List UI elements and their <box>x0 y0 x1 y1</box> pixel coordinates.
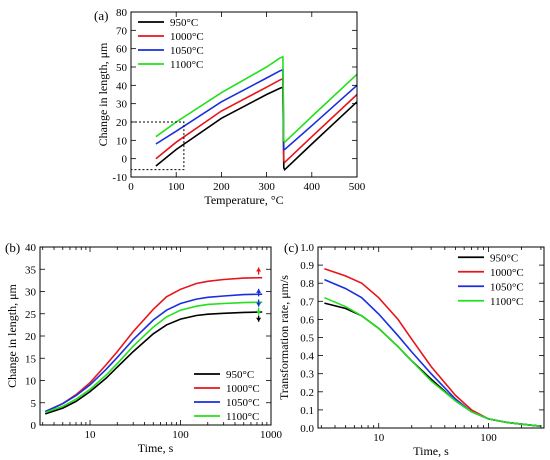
panel-b: 10 100 1000 0 5 10 15 20 25 30 35 40 Time, s Change i… <box>5 240 283 455</box>
y-tick-label: 0 <box>31 420 37 432</box>
y-tick-label: 30 <box>116 99 128 111</box>
legend: 950°C 1000°C 1050°C 1100°C <box>194 369 260 423</box>
x-tick-label: 100 <box>480 432 497 444</box>
y-tick-label: 0.0 <box>300 423 314 435</box>
y-tick-label: 0.4 <box>300 351 314 363</box>
x-tick-label: 300 <box>258 181 275 193</box>
y-tick-label: 35 <box>25 264 37 276</box>
y-tick-label: 15 <box>25 353 37 365</box>
y-tick-label: 0.6 <box>300 314 314 326</box>
x-tick-label: 200 <box>213 181 230 193</box>
legend-label-3: 1100°C <box>170 59 203 71</box>
legend-label-2: 1050°C <box>490 281 524 293</box>
legend-label-0: 950°C <box>490 252 518 264</box>
x-axis-label: Time, s <box>413 444 449 458</box>
y-tick-label: 1.0 <box>300 242 314 254</box>
y-tick-label: 40 <box>116 80 128 92</box>
series-line-0 <box>324 302 541 427</box>
arrow-down-1100-head <box>256 310 262 315</box>
y-tick-label: 0.1 <box>300 405 314 417</box>
y-tick-label: 0.9 <box>300 260 314 272</box>
y-tick-label: 10 <box>25 376 37 388</box>
y-axis-label: Change in length, μm <box>5 283 19 387</box>
series-line-3 <box>44 301 263 414</box>
panel-a: 0 100 200 300 400 500-1001020304050607080Temp… <box>94 7 366 207</box>
x-tick-label: 500 <box>349 181 366 193</box>
y-tick-label: 60 <box>116 44 128 56</box>
legend: 950°C 1000°C 1050°C 1100°C <box>458 252 524 308</box>
series-line-0 <box>155 86 358 172</box>
x-tick-label: 0 <box>128 181 134 193</box>
x-axis-label: Time, s <box>138 441 174 455</box>
legend-label-1: 1000°C <box>490 267 524 279</box>
dotted-highlight-box <box>130 121 185 171</box>
plot-frame <box>130 11 358 178</box>
arrow-up-1000-head <box>256 267 262 272</box>
panel-letter: (b) <box>5 240 20 255</box>
x-axis-label: Temperature, °C <box>204 193 283 207</box>
y-tick-label: 25 <box>25 309 37 321</box>
x-tick-label: 10 <box>373 432 385 444</box>
series-line-0 <box>44 311 263 415</box>
legend-label-2: 1050°C <box>170 45 204 57</box>
y-tick-label: 0.7 <box>300 296 314 308</box>
legend: 950°C 1000°C 1050°C 1100°C <box>138 17 204 71</box>
x-tick-label: 1000 <box>260 429 283 441</box>
arrow-down-950-head <box>256 317 262 322</box>
y-tick-label: 70 <box>116 25 128 37</box>
legend-label-1: 1000°C <box>226 383 260 395</box>
arrow-up-1050-head <box>256 288 262 293</box>
legend-label-3: 1100°C <box>226 411 259 423</box>
x-tick-label: 10 <box>85 429 97 441</box>
y-tick-label: 20 <box>25 331 37 343</box>
y-tick-label: 50 <box>116 62 128 74</box>
legend-label-0: 950°C <box>226 369 254 381</box>
y-tick-label: 0.5 <box>300 333 314 345</box>
legend-label-0: 950°C <box>170 17 198 29</box>
series-line-3 <box>324 296 541 427</box>
y-tick-label: 40 <box>25 242 37 254</box>
series-line-3 <box>155 55 358 144</box>
y-axis-label: Transformation rate, μm/s <box>277 275 291 400</box>
y-tick-label: 0.8 <box>300 278 314 290</box>
series-line-1 <box>155 77 358 164</box>
x-tick-label: 100 <box>168 181 185 193</box>
panel-letter: (a) <box>94 8 108 23</box>
x-tick-label: 400 <box>304 181 321 193</box>
legend-label-2: 1050°C <box>226 397 260 409</box>
y-tick-label: 20 <box>116 117 128 129</box>
panel-c: 10 100 0.0 0.1 0.2 0.3 0.4 0.5 0.6 0.7 0.8 0.9 1.0 Ti… <box>277 240 545 458</box>
x-tick-label: 100 <box>172 429 189 441</box>
panel-letter: (c) <box>284 240 298 255</box>
y-axis-label: Change in length, μm <box>96 42 110 146</box>
y-tick-label: 30 <box>25 287 37 299</box>
arrow-down-1050-head <box>256 302 262 307</box>
legend-label-1: 1000°C <box>170 31 204 43</box>
y-tick-label: 0 <box>122 154 128 166</box>
y-tick-label: 0.3 <box>300 369 314 381</box>
y-tick-label: 10 <box>116 135 128 147</box>
y-tick-label: 5 <box>31 398 37 410</box>
series-line-1 <box>44 276 263 413</box>
series-line-2 <box>44 293 263 413</box>
y-tick-label: -10 <box>112 172 127 184</box>
y-tick-label: 80 <box>116 7 128 19</box>
y-tick-label: 0.2 <box>300 387 314 399</box>
legend-label-3: 1100°C <box>490 296 523 308</box>
series-line-2 <box>155 68 358 151</box>
